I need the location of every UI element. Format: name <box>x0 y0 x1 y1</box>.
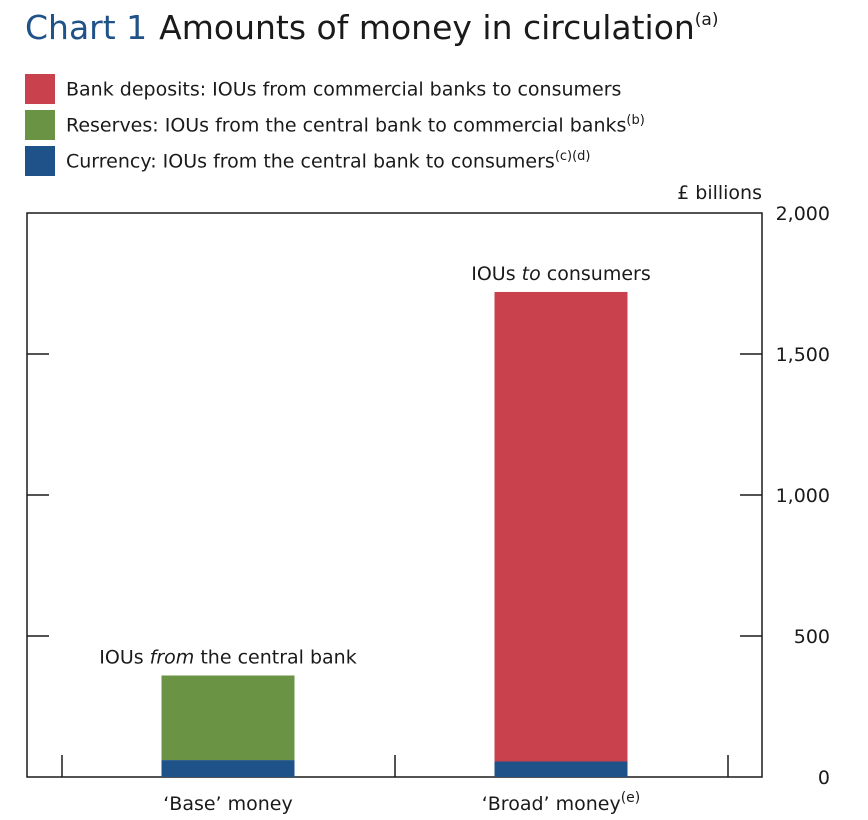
x-category-label: ‘Base’ money <box>163 793 293 815</box>
legend-label-reserves: Reserves: IOUs from the central bank to … <box>66 114 627 137</box>
bar-reserves-base <box>161 675 295 761</box>
title-footnote: (a) <box>694 10 719 30</box>
y-tick-label: 2,000 <box>776 203 830 225</box>
y-tick-label: 0 <box>818 767 830 789</box>
y-axis-unit: £ billions <box>677 182 762 204</box>
legend-label-bank-deposits: Bank deposits: IOUs from commercial bank… <box>66 78 622 101</box>
y-tick-label: 1,000 <box>776 485 830 507</box>
legend-swatch-currency <box>25 146 55 176</box>
x-category-label: ‘Broad’ money(e) <box>482 790 641 815</box>
legend-swatch-reserves <box>25 110 55 140</box>
legend-footnote-reserves: (b) <box>626 113 645 128</box>
bar-annotation: IOUs to consumers <box>471 263 651 285</box>
bar-annotation: IOUs from the central bank <box>99 646 356 668</box>
bar-currency-broad <box>494 761 628 777</box>
y-tick-label: 500 <box>794 626 830 648</box>
legend-footnote-currency: (c)(d) <box>554 149 591 164</box>
chart-number: Chart 1 <box>25 8 148 47</box>
y-tick-label: 1,500 <box>776 344 830 366</box>
legend-label-currency: Currency: IOUs from the central bank to … <box>66 150 555 173</box>
bar-bank-deposits-broad <box>494 291 628 762</box>
legend-swatch-bank-deposits <box>25 74 55 104</box>
bar-currency-base <box>161 760 295 777</box>
plot-frame <box>26 212 763 778</box>
chart-title: Chart 1 Amounts of money in circulation(a… <box>25 8 718 47</box>
chart-title-text: Amounts of money in circulation <box>159 8 695 47</box>
